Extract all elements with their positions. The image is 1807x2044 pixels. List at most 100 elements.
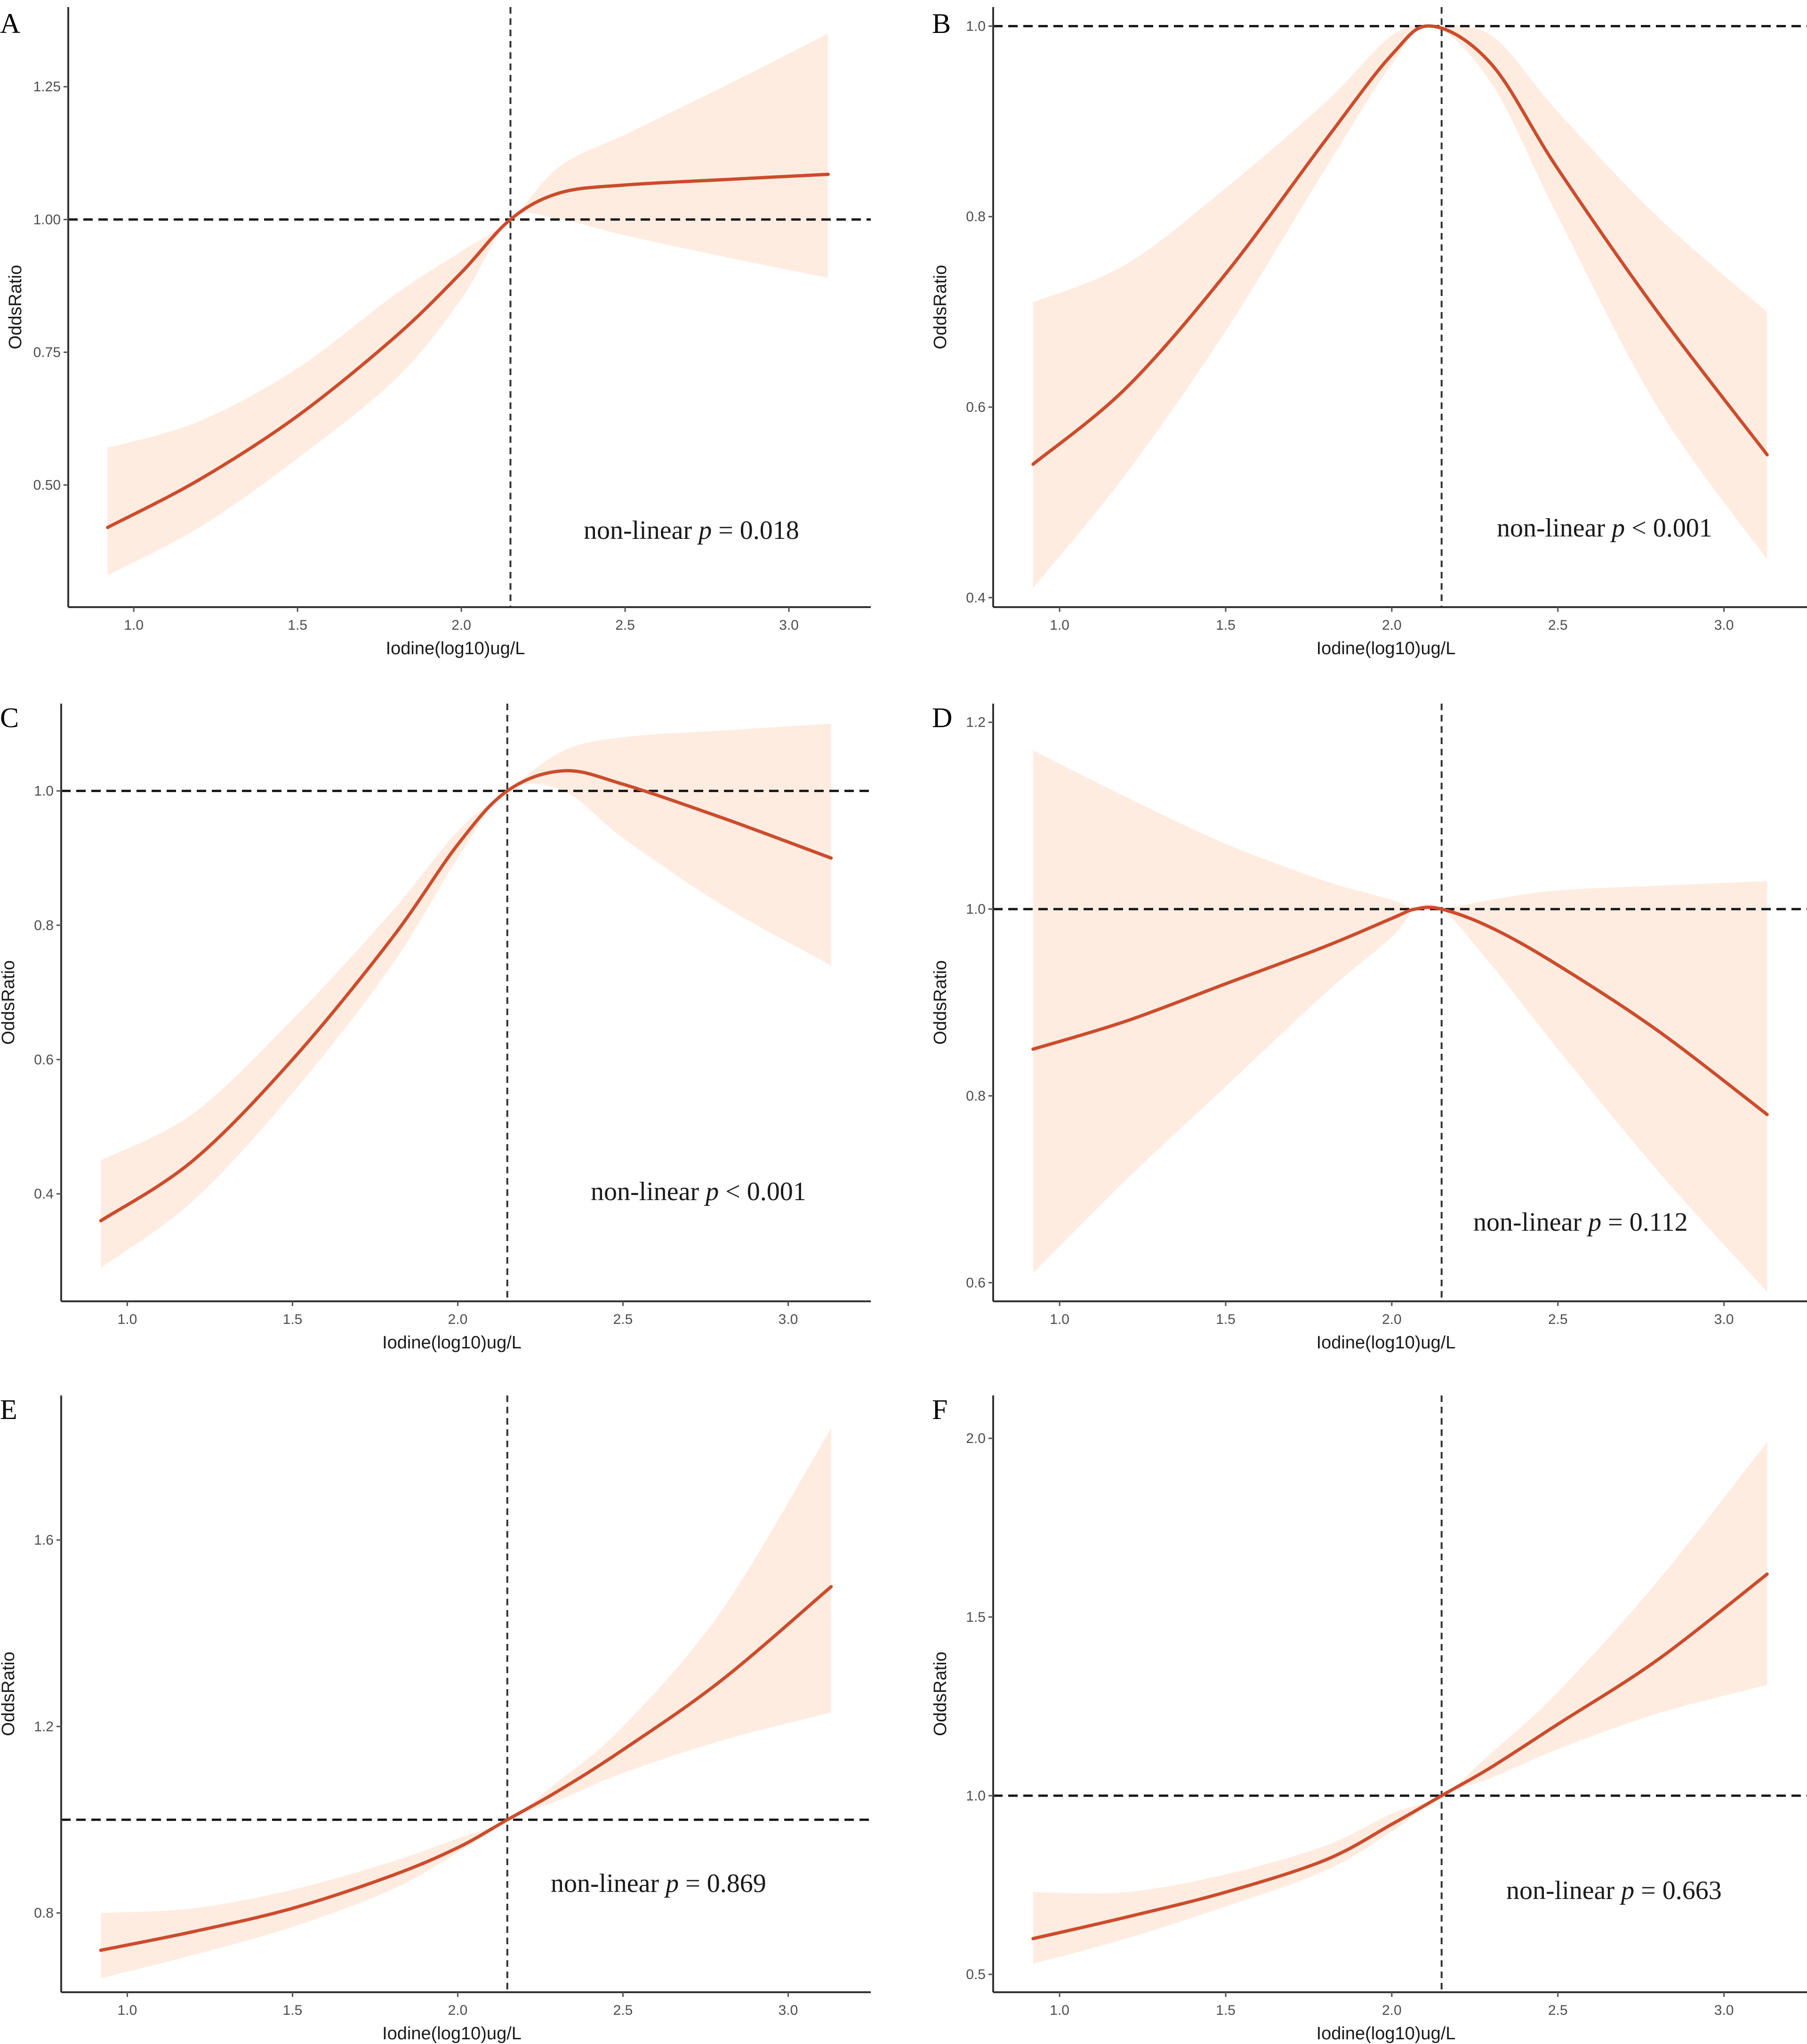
panel-letter: E [0,1394,17,1425]
annotation-p-symbol: p [704,1177,719,1206]
x-tick-label: 3.0 [1714,2003,1734,2018]
confidence-band [101,1428,831,1979]
x-tick-label: 1.0 [118,2003,137,2018]
annotation-prefix: non-linear [1506,1876,1621,1905]
y-tick-label: 1.0 [966,902,986,917]
y-tick-label: 0.4 [966,590,986,606]
y-tick-label: 1.00 [33,212,61,227]
panel-f: F 1.0 1.5 2.0 2.5 3.0 0.5 1.0 1.5 2.0 Iodine(log10… [931,1394,1807,2044]
annotation-prefix: non-linear [591,1177,706,1206]
y-tick-label: 0.50 [33,477,61,493]
annotation-p-symbol: p [664,1869,679,1898]
y-tick-label: 0.6 [966,1275,986,1291]
x-tick-label: 2.5 [1548,2003,1568,2018]
odds-ratio-curve [1031,906,1769,1116]
x-axis-title: Iodine(log10)ug/L [382,1333,522,1353]
y-tick-label: 1.6 [34,1532,54,1548]
y-axis-title: OddsRatio [931,960,950,1045]
nonlinear-p-annotation: non-linear p < 0.001 [591,1177,806,1206]
x-tick-label: 1.5 [1216,617,1236,633]
x-tick-label: 1.0 [1050,617,1069,633]
x-tick-label: 2.5 [1548,1312,1568,1327]
y-tick-label: 0.8 [966,209,986,224]
panel-d: D 1.0 1.5 2.0 2.5 3.0 0.6 0.8 1.0 1.2 Iodine(log10… [931,702,1807,1353]
y-tick-label: 1.5 [966,1610,986,1625]
y-axis-title: OddsRatio [0,1651,18,1736]
x-tick-label: 3.0 [779,1312,798,1327]
y-tick-label: 0.75 [33,345,61,360]
confidence-band [1033,750,1767,1292]
y-axis-title: OddsRatio [0,960,18,1045]
x-tick-label: 2.0 [1382,617,1402,633]
odds-ratio-curve [99,769,833,1223]
panel-e: E 1.0 1.5 2.0 2.5 3.0 0.8 1.2 1.6 Iodine(log10)ug… [0,1394,871,2044]
y-tick-label: 1.0 [34,784,54,799]
y-tick-label: 0.6 [34,1052,54,1067]
annotation-p-symbol: p [1586,1208,1601,1237]
annotation-p-value: = 0.112 [1601,1208,1688,1237]
y-axis-title: OddsRatio [931,265,950,350]
odds-ratio-curve [1031,1572,1769,1940]
y-tick-label: 1.0 [966,1788,986,1804]
x-tick-label: 1.0 [118,1312,137,1327]
x-tick-label: 2.5 [613,1312,633,1327]
panel-letter: B [932,8,951,39]
annotation-p-value: = 0.663 [1634,1876,1722,1905]
y-tick-label: 2.0 [966,1431,986,1446]
x-tick-label: 2.5 [1548,617,1568,633]
x-tick-label: 1.0 [1050,2003,1069,2018]
y-tick-label: 0.4 [34,1186,54,1202]
annotation-p-value: = 0.869 [679,1869,766,1898]
x-tick-label: 2.0 [448,1312,468,1327]
annotation-prefix: non-linear [551,1869,666,1898]
y-axis-title: OddsRatio [6,265,25,350]
odds-ratio-curve [99,1585,833,1952]
annotation-p-symbol: p [697,516,712,545]
confidence-band [107,33,828,576]
y-tick-label: 0.8 [34,918,54,933]
x-axis-title: Iodine(log10)ug/L [1317,2024,1456,2044]
x-tick-label: 3.0 [779,2003,798,2018]
nonlinear-p-annotation: non-linear p = 0.869 [551,1869,766,1898]
x-tick-label: 1.5 [288,617,307,633]
x-axis-title: Iodine(log10)ug/L [1317,1333,1456,1353]
y-axis-title: OddsRatio [931,1651,950,1736]
panel-letter: F [932,1394,948,1425]
odds-ratio-curve [106,172,830,529]
x-axis-title: Iodine(log10)ug/L [382,2024,522,2044]
x-tick-label: 1.5 [283,2003,303,2018]
x-tick-label: 3.0 [1714,1312,1734,1327]
x-axis-title: Iodine(log10)ug/L [386,639,525,658]
confidence-band [1033,25,1767,588]
confidence-band [1033,1442,1767,1964]
annotation-p-symbol: p [1610,513,1625,543]
nonlinear-p-annotation: non-linear p = 0.018 [584,516,799,545]
panel-a: A 1.0 1.5 2.0 2.5 3.0 0.50 0.75 1.00 1.25 Iodine(l… [0,7,871,658]
y-tick-label: 1.25 [33,79,61,95]
y-tick-label: 0.5 [966,1967,986,1982]
x-tick-label: 2.0 [1382,2003,1402,2018]
panel-c: C 1.0 1.5 2.0 2.5 3.0 0.4 0.6 0.8 1.0 Iodine(log10… [0,702,871,1353]
y-tick-label: 1.2 [34,1719,54,1734]
x-tick-label: 2.0 [451,617,471,633]
x-tick-label: 2.0 [448,2003,468,2018]
panel-letter: D [932,702,952,733]
x-tick-label: 3.0 [1714,617,1734,633]
y-tick-label: 0.8 [34,1906,54,1921]
x-tick-label: 1.0 [1050,1312,1069,1327]
annotation-p-symbol: p [1619,1876,1634,1905]
annotation-p-value: < 0.001 [719,1177,806,1206]
nonlinear-p-annotation: non-linear p = 0.112 [1473,1208,1688,1237]
y-tick-label: 0.8 [966,1088,986,1104]
nonlinear-p-annotation: non-linear p = 0.663 [1506,1876,1722,1905]
x-tick-label: 1.5 [1216,2003,1236,2018]
annotation-p-value: = 0.018 [712,516,799,545]
x-tick-label: 2.5 [615,617,635,633]
nonlinear-p-annotation: non-linear p < 0.001 [1497,513,1712,543]
annotation-prefix: non-linear [1497,513,1612,543]
x-tick-label: 1.0 [124,617,144,633]
x-axis-title: Iodine(log10)ug/L [1317,639,1456,658]
y-tick-label: 1.2 [966,715,986,730]
x-tick-label: 2.5 [613,2003,633,2018]
